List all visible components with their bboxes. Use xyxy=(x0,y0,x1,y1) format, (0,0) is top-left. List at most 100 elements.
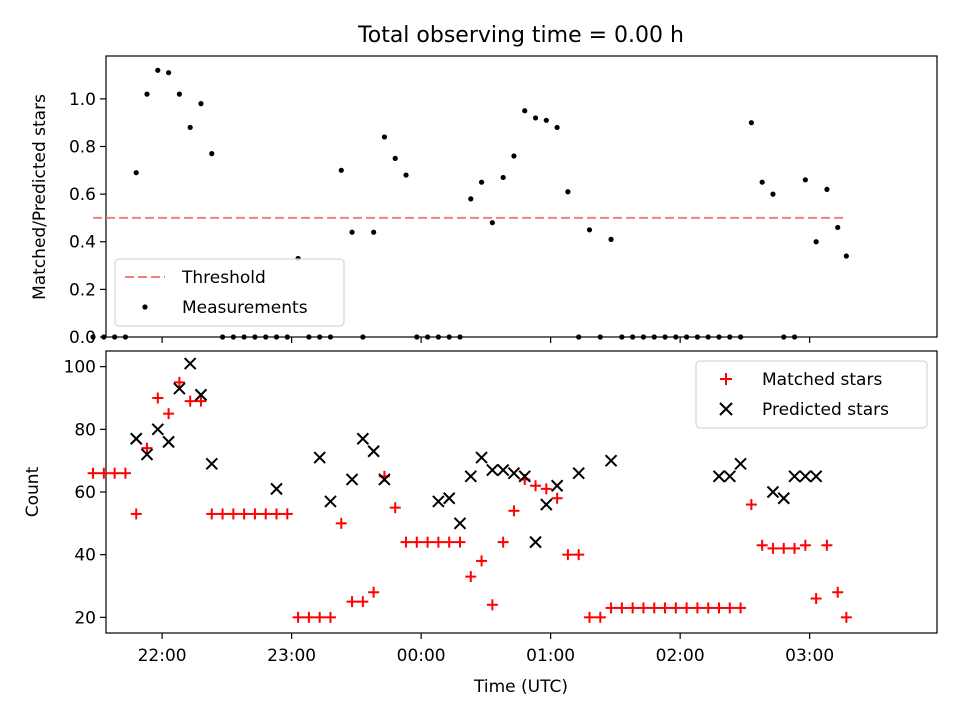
top-y-ticks: 0.0 0.2 0.4 0.6 0.8 1.0 xyxy=(69,90,106,348)
measurement-point xyxy=(727,334,733,340)
matched-star-mark xyxy=(735,602,747,614)
measurement-point xyxy=(273,334,280,340)
matched-star-mark xyxy=(724,602,736,614)
predicted-star-mark xyxy=(162,435,175,449)
measurement-point xyxy=(414,334,420,340)
legend-measurement-label: Measurements xyxy=(182,298,308,318)
matched-star-mark xyxy=(659,602,671,614)
measurement-point xyxy=(522,108,528,114)
measurement-points xyxy=(90,67,849,340)
predicted-star-mark xyxy=(550,479,564,492)
matched-star-mark xyxy=(594,611,606,623)
matched-star-mark xyxy=(573,549,585,561)
matched-star-mark xyxy=(756,539,768,551)
predicted-star-mark xyxy=(518,470,531,483)
predicted-star-mark xyxy=(809,470,823,483)
predicted-star-mark xyxy=(205,457,218,471)
top-y-tick-label: 0.6 xyxy=(69,185,96,205)
matched-star-mark xyxy=(98,467,110,479)
measurement-point xyxy=(813,239,819,245)
matched-star-mark xyxy=(670,602,682,614)
matched-star-mark xyxy=(432,536,444,548)
measurement-point xyxy=(597,334,603,340)
predicted-star-mark xyxy=(378,473,391,486)
matched-star-mark xyxy=(292,611,304,623)
measurement-point xyxy=(759,179,765,185)
measurement-point xyxy=(586,227,593,233)
matched-star-mark xyxy=(454,536,466,548)
matched-star-mark xyxy=(540,483,552,495)
x-tick-label: 03:00 xyxy=(785,646,834,666)
predicted-star-mark xyxy=(475,451,488,464)
matched-star-mark xyxy=(389,502,401,514)
matched-star-mark xyxy=(324,611,336,623)
bottom-y-tick-label: 40 xyxy=(74,546,96,566)
predicted-star-mark xyxy=(712,470,726,483)
predicted-star-mark xyxy=(529,535,542,549)
measurement-point xyxy=(770,191,776,197)
matched-star-mark xyxy=(173,376,185,388)
matched-star-mark xyxy=(271,508,283,520)
measurement-point xyxy=(511,153,517,159)
x-tick-label: 01:00 xyxy=(526,646,575,666)
measurement-point xyxy=(673,334,679,340)
measurement-point xyxy=(478,179,485,185)
measurement-point xyxy=(133,170,139,176)
matched-star-mark xyxy=(411,536,423,548)
matched-star-marks xyxy=(87,376,852,623)
matched-star-mark xyxy=(767,542,779,554)
measurement-point xyxy=(716,334,722,340)
measurement-point xyxy=(651,334,657,340)
bottom-y-tick-label: 60 xyxy=(74,483,96,503)
matched-star-mark xyxy=(551,492,563,504)
measurement-point xyxy=(500,174,506,181)
measurement-point xyxy=(619,334,625,340)
matched-star-mark xyxy=(400,536,412,548)
predicted-star-mark xyxy=(788,470,801,483)
predicted-star-mark xyxy=(270,482,283,496)
measurement-point xyxy=(252,334,258,340)
matched-star-mark xyxy=(335,517,347,529)
matched-star-mark xyxy=(530,480,542,492)
measurement-point xyxy=(684,334,690,340)
bottom-y-axis-label: Count xyxy=(23,466,43,517)
measurement-point xyxy=(468,196,474,202)
matched-star-mark xyxy=(562,549,574,561)
predicted-star-mark xyxy=(540,498,553,511)
predicted-star-mark xyxy=(324,495,337,508)
matched-star-mark xyxy=(357,596,369,608)
predicted-star-mark xyxy=(367,445,380,458)
measurement-point xyxy=(338,167,344,173)
top-legend-frame xyxy=(114,258,345,327)
measurement-point xyxy=(349,229,355,235)
predicted-star-marks xyxy=(130,357,823,549)
top-y-tick-label: 0.4 xyxy=(69,233,96,253)
top-axes-frame xyxy=(105,55,938,338)
bottom-legend: Matched stars Predicted stars xyxy=(695,360,928,429)
matched-star-mark xyxy=(486,599,498,611)
bottom-x-ticks: 22:00 23:00 00:00 01:00 02:00 03:00 xyxy=(138,633,834,666)
measurement-point xyxy=(446,334,452,340)
bottom-y-ticks: 20 40 60 80 100 xyxy=(64,358,106,628)
measurement-point xyxy=(705,334,711,340)
matched-star-mark xyxy=(616,602,628,614)
matched-star-mark xyxy=(217,508,229,520)
matched-star-mark xyxy=(184,395,196,407)
measurement-point xyxy=(176,91,182,97)
matched-star-mark xyxy=(637,602,649,614)
matched-star-mark xyxy=(832,586,844,598)
measurement-point xyxy=(209,151,215,157)
legend-matched-label: Matched stars xyxy=(762,370,882,390)
predicted-star-mark xyxy=(140,448,154,461)
predicted-star-mark xyxy=(604,454,618,467)
measurement-point xyxy=(392,155,398,161)
matched-star-mark xyxy=(443,536,455,548)
measurement-point xyxy=(165,70,172,76)
x-tick-label: 00:00 xyxy=(397,646,446,666)
measurement-point xyxy=(791,334,798,340)
bottom-legend-frame xyxy=(695,360,928,429)
measurement-point xyxy=(565,189,571,195)
measurement-point xyxy=(748,120,754,126)
top-legend: Threshold Measurements xyxy=(114,258,345,327)
